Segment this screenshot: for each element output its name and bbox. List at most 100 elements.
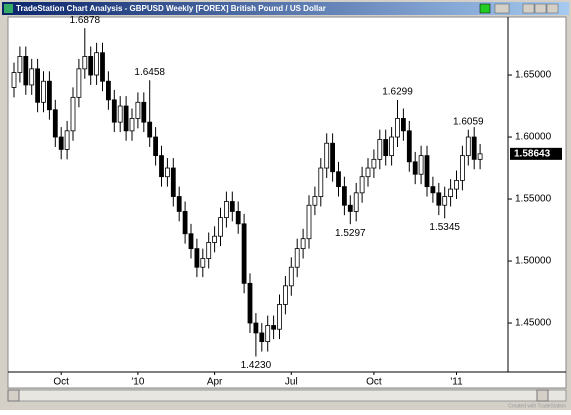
candle-body [241,223,247,284]
candle-body [111,99,117,123]
high-label: 1.6458 [134,67,165,78]
candle-body [123,105,129,132]
window-title: TradeStation Chart Analysis - GBPUSD Wee… [16,4,326,13]
candle-body [164,167,170,178]
candle-body [424,155,430,188]
low-label: 1.5345 [429,222,460,233]
candle-body [135,101,141,119]
x-tick-label: Oct [366,377,382,388]
candle-body [395,118,400,138]
candle-body [448,188,454,197]
candle-body [129,118,135,132]
candle-body [153,136,159,157]
candle-body [147,121,153,138]
minimize-button[interactable] [522,3,535,14]
candle-body [194,248,200,268]
candle-body [294,248,300,268]
status-button[interactable] [479,3,491,14]
candle-body [259,332,265,343]
candle-body [359,176,365,194]
candle-body [371,158,377,169]
candle-body [365,167,371,178]
candle-body [277,304,282,330]
candle-body [11,72,17,88]
y-tick-label: 1.60000 [515,132,552,143]
candle-body [64,130,70,150]
candle-body [47,80,52,111]
candle-body [52,109,58,138]
candle-body [341,186,347,206]
candle-body [442,196,448,206]
candle-body [436,192,442,206]
candle-body [324,142,330,169]
low-label: 1.4230 [241,360,272,371]
close-button[interactable] [546,3,559,14]
candle-body [265,325,271,343]
candle-body [383,139,389,157]
low-label: 1.5297 [335,228,366,239]
candle-body [459,155,465,181]
candle-body [41,80,46,103]
candle-body [430,186,436,194]
candle-body [330,142,336,173]
x-tick-label: Jul [285,377,298,388]
candle-body [223,201,229,219]
menu-button[interactable] [494,3,510,14]
candle-body [418,155,424,175]
candle-body [94,52,99,76]
x-tick-label: '11 [450,377,463,388]
candle-body [218,217,223,237]
candle-body [282,285,288,305]
candle-body [182,211,188,235]
candle-body [176,196,182,212]
candle-body [141,101,147,123]
scroll-left[interactable] [7,389,20,402]
candle-body [170,167,176,197]
candle-body [389,136,395,157]
y-tick-label: 1.45000 [515,318,552,329]
candle-body [188,233,194,250]
candle-body [353,192,359,212]
candle-body [306,204,312,240]
candle-body [206,242,212,259]
candle-body [106,80,111,101]
title-bar [2,2,569,15]
candle-body [412,161,418,175]
x-tick-label: Apr [207,377,223,388]
candle-body [35,68,40,103]
candle-body [82,56,88,70]
y-tick-label: 1.55000 [515,194,552,205]
candle-body [212,235,218,243]
maximize-button[interactable] [534,3,547,14]
candle-body [159,155,164,178]
candle-body [400,118,406,132]
last-price-label: 1.58643 [514,148,551,159]
candle-body [17,56,23,73]
candle-body [100,52,105,82]
x-tick-label: '10 [131,377,144,388]
high-label: 1.6878 [70,15,101,26]
candle-body [88,56,94,76]
scrollbar[interactable] [7,389,567,402]
candle-body [70,96,76,132]
candle-body [229,201,235,212]
last-price-box [510,147,562,160]
candle-body [200,258,206,268]
candle-body [300,238,306,250]
candle-body [288,266,294,287]
scroll-right[interactable] [536,389,549,402]
high-label: 1.6299 [382,87,413,98]
app-icon [4,4,13,13]
candle-body [336,171,341,188]
candle-body [117,105,123,123]
candle-body [471,136,477,160]
y-tick-label: 1.65000 [515,70,552,81]
candle-body [477,153,483,160]
x-tick-label: Oct [53,377,69,388]
candle-body [465,136,471,157]
candle-body [454,180,459,190]
candle-body [318,167,324,197]
candle-body [235,211,241,225]
candle-body [76,68,82,98]
candle-body [377,139,383,160]
